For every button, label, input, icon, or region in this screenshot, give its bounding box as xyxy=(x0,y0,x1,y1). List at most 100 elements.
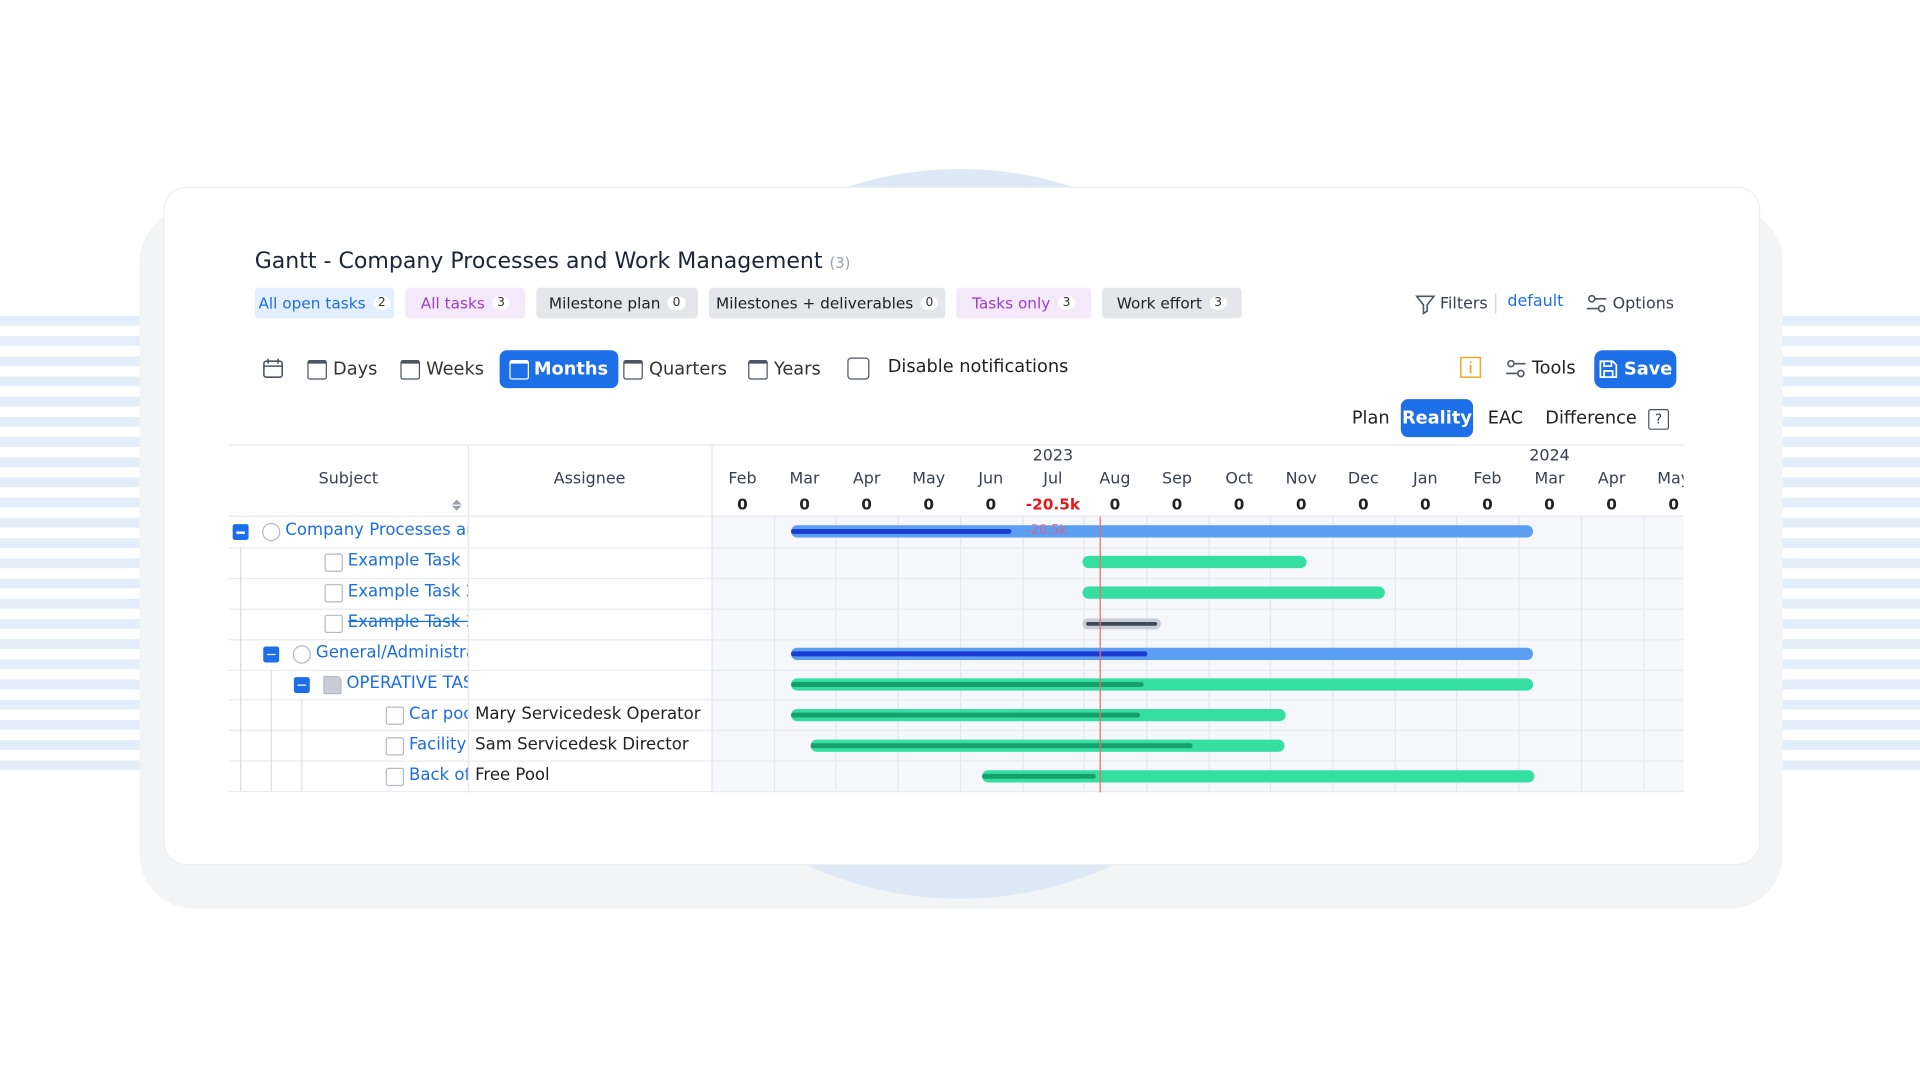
info-icon[interactable] xyxy=(1460,356,1482,378)
row-subject[interactable]: Example Task 3 xyxy=(347,612,468,633)
calendar-button[interactable] xyxy=(262,358,284,380)
tab-label: All tasks xyxy=(420,293,485,313)
filter-tab[interactable]: Tasks only 3 xyxy=(956,287,1092,319)
row-border xyxy=(228,791,1684,793)
gantt-bar[interactable] xyxy=(791,525,1534,539)
collapse-toggle[interactable] xyxy=(232,524,249,541)
month-label: Jun xyxy=(978,470,1004,489)
row-subject[interactable]: Car pool ma xyxy=(408,703,468,724)
sort-icon[interactable] xyxy=(451,495,462,505)
month-label: May xyxy=(1657,470,1683,489)
collapse-toggle[interactable] xyxy=(293,677,310,693)
gantt-bar[interactable] xyxy=(982,773,1096,779)
tools[interactable]: Tools xyxy=(1505,356,1576,380)
gantt-bar[interactable] xyxy=(791,678,1534,691)
filter-tab[interactable]: All open tasks 2 xyxy=(254,287,395,319)
row-subject[interactable]: General/Administra xyxy=(315,642,468,663)
year-label: 2024 xyxy=(1529,446,1570,466)
month-label: Feb xyxy=(728,470,757,489)
save-label: Save xyxy=(1623,359,1673,379)
gantt-bar[interactable] xyxy=(1082,586,1385,600)
month-label: Apr xyxy=(1597,470,1626,489)
gantt-bar[interactable] xyxy=(791,712,1141,718)
month-total: 0 xyxy=(923,494,935,514)
month-total: 0 xyxy=(1233,494,1245,514)
row-border xyxy=(228,730,1684,732)
row-icon xyxy=(385,706,405,725)
row-icon xyxy=(262,523,281,542)
filter-tab[interactable]: Milestones + deliverables 0 xyxy=(708,287,946,319)
month-line xyxy=(1580,516,1582,793)
collapse-toggle[interactable] xyxy=(263,646,280,663)
tab-count: 2 xyxy=(372,296,391,310)
row-subject[interactable]: Example Task xyxy=(347,551,461,572)
row-assignee: Sam Servicedesk Director xyxy=(475,734,689,754)
mode-button[interactable]: Plan xyxy=(1351,408,1390,428)
gantt-bar[interactable] xyxy=(791,529,1012,535)
column-header[interactable]: Subject xyxy=(318,470,379,489)
month-total: 0 xyxy=(1544,494,1555,514)
row-icon xyxy=(324,614,343,634)
view-button[interactable]: Quarters xyxy=(648,359,727,379)
filter-tab[interactable]: Work effort 3 xyxy=(1102,287,1242,319)
row-border xyxy=(228,608,1684,610)
tab-count: 0 xyxy=(667,296,686,310)
gantt-bar[interactable] xyxy=(982,769,1535,783)
gantt-bar[interactable] xyxy=(1082,556,1307,569)
row-icon xyxy=(323,675,342,695)
view-button[interactable]: Months xyxy=(499,350,618,389)
view-icon xyxy=(509,360,529,380)
options-label: Options xyxy=(1612,294,1675,313)
header-border xyxy=(228,444,1684,446)
column-header[interactable]: Assignee xyxy=(553,470,626,489)
options-icon xyxy=(1586,294,1607,313)
save-button[interactable]: Save xyxy=(1594,350,1677,389)
month-label: Mar xyxy=(1534,470,1565,489)
preset[interactable]: default xyxy=(1507,292,1564,312)
mode-button[interactable]: Difference xyxy=(1545,408,1637,428)
tools-label: Tools xyxy=(1531,358,1576,379)
view-button[interactable]: Years xyxy=(773,359,821,379)
month-total: 0 xyxy=(737,494,748,514)
row-subject[interactable]: Facility mai xyxy=(408,734,468,754)
view-button[interactable]: Days xyxy=(333,359,378,379)
gantt-bar[interactable] xyxy=(791,681,1144,687)
filter-tab[interactable]: Milestone plan 0 xyxy=(536,287,698,319)
checkbox[interactable] xyxy=(847,357,870,380)
row-subject[interactable]: Back office xyxy=(408,764,468,785)
tree-line xyxy=(270,669,272,792)
disable-notifications: Disable notifications xyxy=(887,357,1069,378)
row-subject[interactable]: Company Processes and xyxy=(285,520,468,541)
filters[interactable]: Filters xyxy=(1414,291,1488,315)
sort-icon[interactable] xyxy=(451,505,462,516)
tools-icon xyxy=(1506,359,1526,378)
month-total: 0 xyxy=(1420,494,1431,514)
view-button[interactable]: Weeks xyxy=(426,359,485,379)
filter-tab[interactable]: All tasks 3 xyxy=(405,287,526,319)
month-total: 0 xyxy=(799,494,810,514)
tab-label: Work effort xyxy=(1116,293,1202,313)
title: Gantt - Company Processes and Work Manag… xyxy=(254,248,823,275)
month-total: 0 xyxy=(1482,494,1493,514)
row-icon xyxy=(324,553,343,573)
gantt-bar[interactable] xyxy=(791,647,1534,661)
mode-button[interactable]: EAC xyxy=(1487,408,1524,428)
month-total: 0 xyxy=(1109,494,1121,514)
save-icon xyxy=(1599,360,1618,379)
col-border xyxy=(467,444,469,793)
gantt-bar[interactable] xyxy=(810,742,1193,748)
help[interactable]: ? xyxy=(1648,408,1669,430)
row-border xyxy=(228,638,1684,640)
bar-label: -20.5k xyxy=(1026,523,1067,539)
month-line xyxy=(773,516,775,793)
mode-button[interactable]: Reality xyxy=(1400,399,1474,438)
row-subject[interactable]: OPERATIVE TAS xyxy=(346,673,468,693)
gantt-bar[interactable] xyxy=(1086,621,1158,626)
options[interactable]: Options xyxy=(1586,291,1674,315)
gantt-bar[interactable] xyxy=(791,651,1148,657)
col-border xyxy=(711,444,713,793)
row-subject[interactable]: Example Task 2 xyxy=(347,581,468,602)
title-wrap: Gantt - Company Processes and Work Manag… xyxy=(255,249,851,275)
view-icon xyxy=(307,360,327,380)
view-icon xyxy=(748,360,768,380)
